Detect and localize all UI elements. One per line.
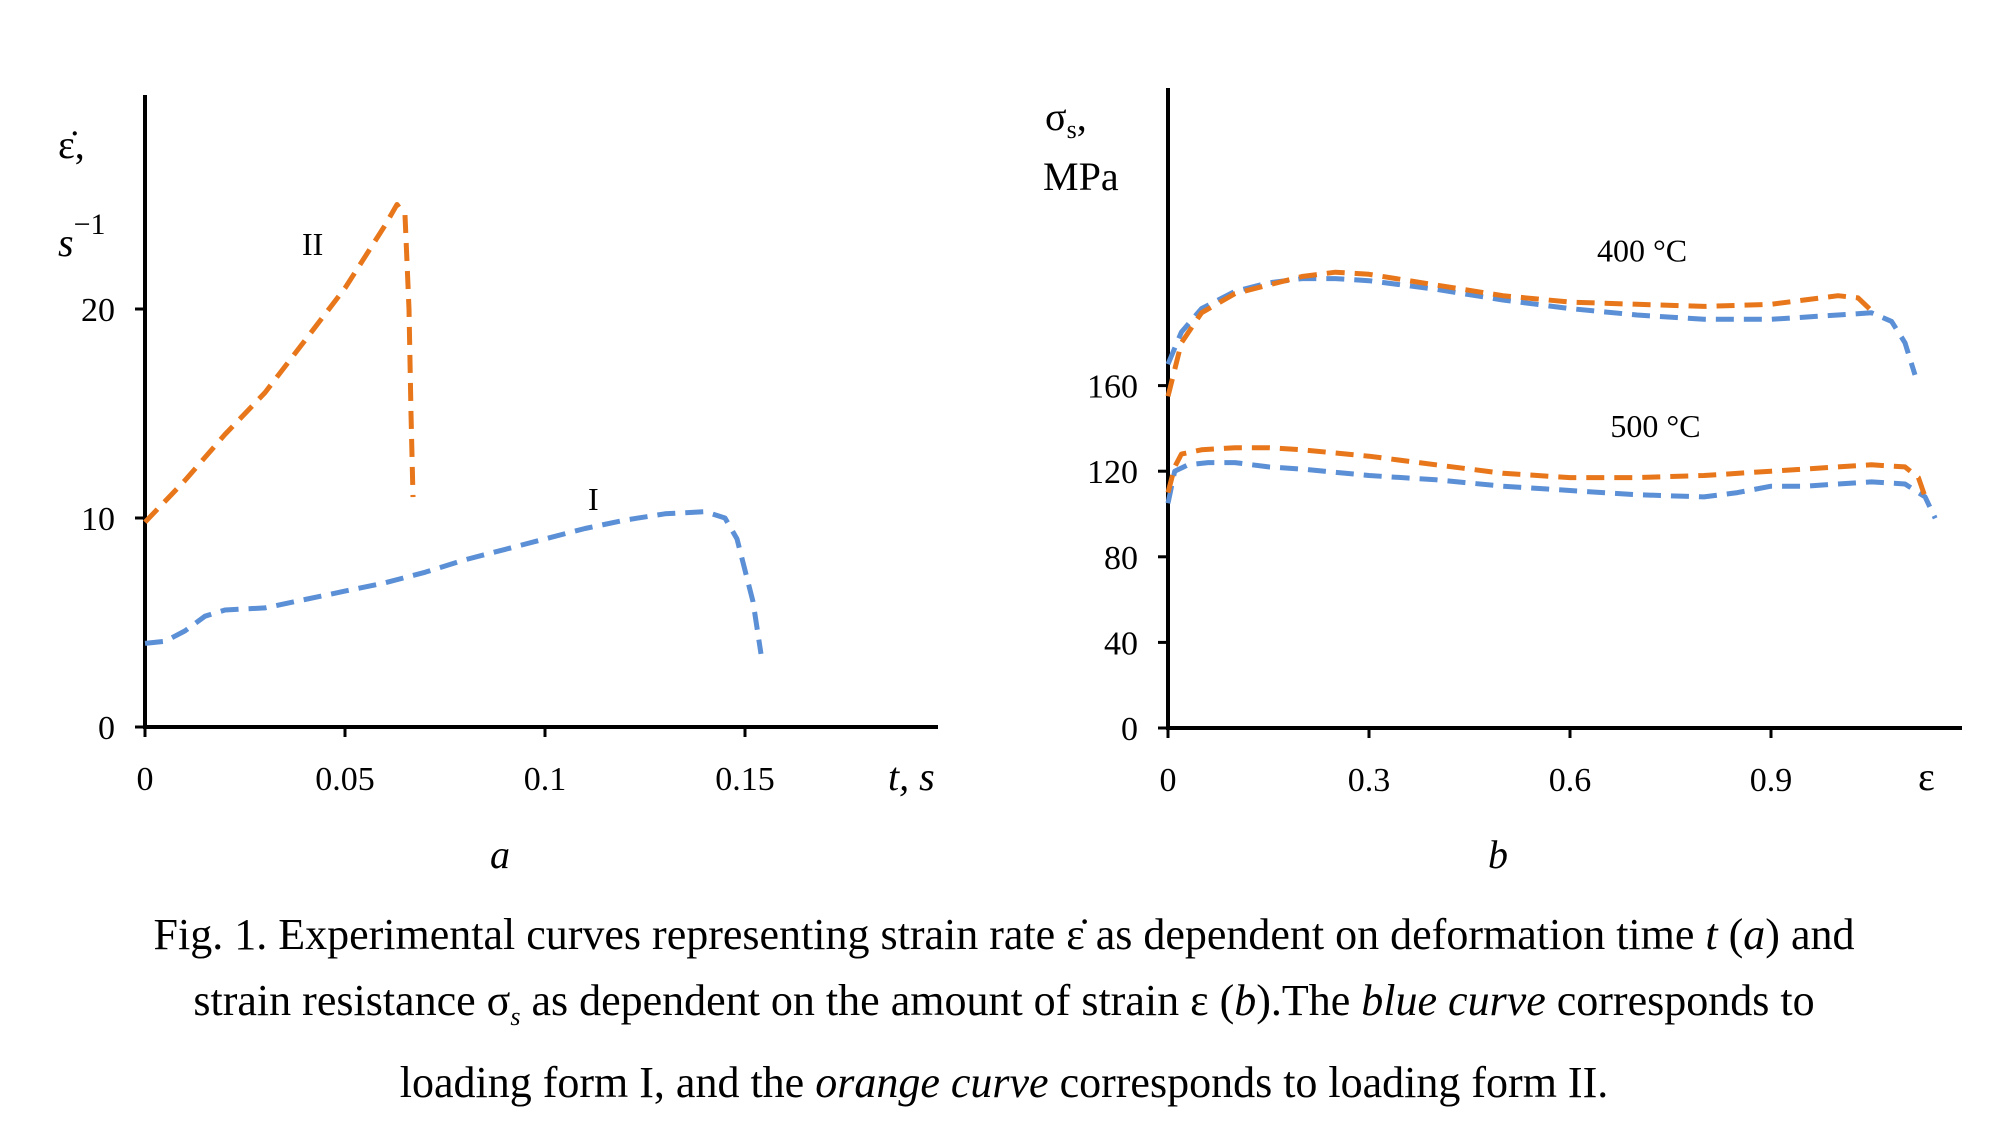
panel-b-ylabel-sub: s <box>1067 115 1077 144</box>
panel-b-annotation-400C: 400 °C <box>1597 232 1687 268</box>
panel-b-label: b <box>1488 832 1508 877</box>
caption-l2-text-5: corresponds to <box>1545 976 1815 1025</box>
panel-b-series <box>1165 269 1938 520</box>
chart-panel-a: 0 0.05 0.1 0.15 0 10 20 ε̇, s−1 t, s II I a <box>58 95 938 877</box>
caption-l1-text-3: ( <box>1717 910 1744 959</box>
panel-a-x-ticks: 0 0.05 0.1 0.15 <box>137 727 775 798</box>
panel-a-series <box>143 202 764 655</box>
caption-l1-t-symbol: t <box>1705 910 1718 959</box>
panel-b-y-tick-label: 160 <box>1087 369 1138 406</box>
caption-line-3: loading form I, and the orange curve cor… <box>0 1050 2008 1116</box>
caption-l1-text-2: as dependent on deformation time <box>1084 910 1706 959</box>
caption-l2-text-2: as dependent on the amount of strain <box>520 976 1191 1025</box>
panel-a-xlabel: t, s <box>888 754 935 799</box>
caption-l1-panel-a: a <box>1743 910 1766 959</box>
panel-b-ylabel-comma: , <box>1077 94 1087 139</box>
panel-b-annotation-500C: 500 °C <box>1610 408 1700 444</box>
panel-a-x-tick-label: 0.05 <box>315 761 375 798</box>
panel-a-ylabel-unit: s−1 <box>58 208 106 265</box>
panel-b-series-400-I-line <box>1165 276 1918 376</box>
panel-a-ylabel-unit-exp: −1 <box>74 208 106 241</box>
caption-l3-text-1: loading form I, and the <box>399 1058 816 1107</box>
panel-a-x-tick-label: 0.15 <box>715 761 775 798</box>
caption-l2-epsilon-symbol: ε <box>1190 976 1209 1025</box>
panel-b-ylabel-line2: MPa <box>1043 154 1119 199</box>
panel-a-label: a <box>490 832 510 877</box>
panel-a-x-tick-label: 0.1 <box>524 761 567 798</box>
caption-l3-orange-curve: orange curve <box>815 1058 1049 1107</box>
caption-l2-panel-b: b <box>1234 976 1257 1025</box>
panel-b-series-400-II-line <box>1165 269 1874 397</box>
caption-l2-sigma-subscript: s <box>510 1002 521 1031</box>
panel-b-series-500-I-line <box>1165 460 1938 520</box>
caption-l2-text-1: strain resistance <box>193 976 487 1025</box>
figure-caption: Fig. 1. Experimental curves representing… <box>0 902 2008 1116</box>
panel-b-y-tick-label: 0 <box>1121 711 1138 748</box>
panel-a-y-ticks: 0 10 20 <box>81 292 145 747</box>
caption-line-1: Fig. 1. Experimental curves representing… <box>0 902 2008 968</box>
caption-l2-blue-curve: blue curve <box>1361 976 1546 1025</box>
panel-b-x-tick-label: 0 <box>1160 762 1177 799</box>
panel-a-ylabel-unit-base: s <box>58 220 74 265</box>
panel-a-y-tick-label: 10 <box>81 501 115 538</box>
panel-a-y-tick-label: 0 <box>98 710 115 747</box>
caption-l1-text-4: ) and <box>1765 910 1855 959</box>
caption-line-2: strain resistance σs as dependent on the… <box>0 968 2008 1050</box>
panel-b-y-tick-label: 80 <box>1104 540 1138 577</box>
panel-a-ylabel-symbol: ε̇, <box>58 122 85 167</box>
panel-b-x-ticks: 0 0.3 0.6 0.9 <box>1160 728 1793 799</box>
panel-b-y-tick-label: 120 <box>1087 454 1138 491</box>
caption-l1-strain-rate-symbol: ε̇ <box>1066 910 1085 959</box>
panel-a-curve-label-I: I <box>588 481 599 517</box>
caption-l1-text-1: Fig. 1. Experimental curves representing… <box>153 910 1067 959</box>
panel-a-series-I-line <box>144 509 764 655</box>
panel-b-y-ticks: 0 40 80 120 160 <box>1087 369 1168 748</box>
caption-l2-text-3: ( <box>1208 976 1235 1025</box>
panel-b-xlabel: ε <box>1918 754 1935 799</box>
panel-a-curve-label-II: II <box>302 226 323 262</box>
panel-a-series-II-line <box>143 202 416 524</box>
panel-b-ylabel-line1: σs, <box>1045 94 1087 144</box>
panel-a-x-tick-label: 0 <box>137 761 154 798</box>
caption-l2-text-4: ).The <box>1256 976 1362 1025</box>
panel-b-y-tick-label: 40 <box>1104 625 1138 662</box>
caption-l2-sigma-symbol: σ <box>486 976 511 1025</box>
panel-b-x-tick-label: 0.6 <box>1549 762 1592 799</box>
caption-l3-text-2: corresponds to loading form II. <box>1048 1058 1609 1107</box>
panel-b-ylabel-sigma: σ <box>1045 94 1067 139</box>
panel-b-x-tick-label: 0.3 <box>1348 762 1391 799</box>
panel-b-x-tick-label: 0.9 <box>1750 762 1793 799</box>
panel-b-series-500-II-line <box>1165 445 1928 498</box>
panel-a-y-tick-label: 20 <box>81 292 115 329</box>
